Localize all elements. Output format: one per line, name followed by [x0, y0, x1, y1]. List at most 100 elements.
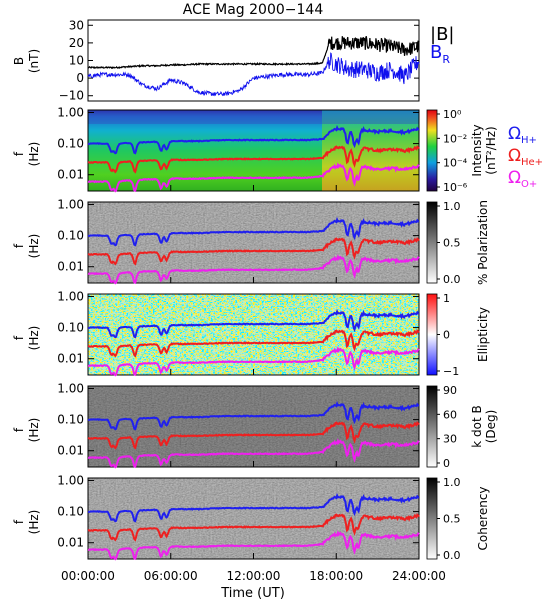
gyro-legend-entry: ΩHe+: [508, 146, 543, 168]
colorbar-coherency: [426, 477, 438, 560]
He-plus-gyrofrequency-line: [87, 236, 420, 266]
freq-tick-label: 0.10: [57, 505, 84, 519]
colorbar-tick-label: 0: [443, 329, 450, 342]
legend-B-R: BR: [430, 42, 450, 66]
field-ylabel-units: (nT): [27, 49, 41, 73]
colorbar-label-units: (Deg): [484, 410, 498, 444]
colorbar-tick-label: −1: [443, 365, 459, 378]
H-plus-gyrofrequency-line: [87, 216, 420, 247]
gyro-legend-entry: ΩH+: [508, 124, 537, 146]
gyro-legend-entry: ΩO+: [508, 168, 537, 190]
freq-ylabel: f: [12, 243, 26, 248]
colorbar-tick-label: 1: [443, 292, 450, 305]
freq-ylabel: f: [12, 335, 26, 340]
colorbar-tick-label: 10⁻²: [443, 132, 467, 145]
field-tick-label: 10: [69, 54, 84, 68]
colorbar-tick-label: 0.5: [443, 237, 461, 250]
freq-tick-label: 0.10: [57, 229, 84, 243]
H-plus-gyrofrequency-line: [87, 308, 420, 339]
colorbar-tick-label: 0: [443, 457, 450, 470]
freq-tick-label: 1.00: [57, 289, 84, 303]
colorbar-polarization: [426, 201, 438, 284]
colorbar-tick-label: 10⁻⁶: [443, 181, 468, 194]
legend-B-R-sub: R: [442, 53, 450, 66]
B-R-series-line: [87, 52, 420, 97]
freq-ylabel-units: (Hz): [27, 234, 41, 259]
freq-tick-label: 0.10: [57, 321, 84, 335]
H-plus-gyrofrequency-line: [87, 400, 420, 431]
field-panel: B (nT) 30 20 10 0 −10 |B| BR: [12, 18, 454, 102]
colorbar-tick-label: 1.0: [443, 200, 461, 213]
gyrofrequency-legend: ΩH+ΩHe+ΩO+: [508, 124, 543, 190]
freq-ylabel-units: (Hz): [27, 326, 41, 351]
colorbar-label: % Polarization: [476, 200, 490, 285]
freq-tick-label: 1.00: [57, 473, 84, 487]
field-tick-label: 20: [69, 36, 84, 50]
colorbar-kdotb: [426, 385, 438, 468]
colorbar-label: Coherency: [476, 486, 490, 550]
colorbar-tick-label: 0.0: [443, 549, 461, 562]
freq-ylabel: f: [12, 519, 26, 524]
field-panel-frame: [87, 19, 420, 102]
x-tick-label: 24:00:00: [392, 569, 446, 583]
colorbar-label: k dot B: [470, 405, 484, 447]
freq-ylabel-units: (Hz): [27, 510, 41, 535]
freq-tick-label: 1.00: [57, 381, 84, 395]
x-axis-label: Time (UT): [220, 586, 285, 600]
field-lines: [87, 35, 420, 97]
colorbar-tick-label: 1.0: [443, 476, 461, 489]
field-tick-label: 0: [76, 71, 84, 85]
colorbar-ellipticity: [426, 293, 438, 376]
x-tick-label: 12:00:00: [227, 569, 281, 583]
freq-ylabel-units: (Hz): [27, 142, 41, 167]
freq-tick-label: 1.00: [57, 105, 84, 119]
O-plus-gyrofrequency-line: [87, 346, 420, 377]
x-axis: 00:00:00 06:00:00 12:00:00 18:00:00 24:00:00: [61, 569, 446, 583]
O-plus-gyrofrequency-line: [87, 438, 420, 469]
H-plus-gyrofrequency-line: [87, 124, 420, 155]
frequency-axes: f (Hz)1.000.100.01f (Hz)1.000.100.01f (Hz)1…: [12, 105, 420, 560]
He-plus-gyrofrequency-line: [87, 328, 420, 358]
gyrofrequency-lines: [87, 124, 420, 561]
colorbar-tick-label: 30: [443, 433, 457, 446]
colorbar-label: Intensity: [470, 124, 484, 176]
colorbar-tick-label: 10⁰: [443, 108, 462, 121]
freq-tick-label: 0.01: [57, 536, 84, 550]
freq-tick-label: 1.00: [57, 197, 84, 211]
O-plus-gyrofrequency-line: [87, 530, 420, 561]
He-plus-gyrofrequency-line: [87, 512, 420, 542]
legend-B-total: |B|: [430, 24, 454, 45]
colorbar-label: Ellipticity: [476, 307, 490, 362]
He-plus-gyrofrequency-line: [87, 420, 420, 450]
colorbar-label-units: (nT²/Hz): [484, 126, 498, 174]
O-plus-gyrofrequency-line: [87, 162, 420, 193]
freq-tick-label: 0.10: [57, 413, 84, 427]
freq-ylabel-units: (Hz): [27, 418, 41, 443]
H-plus-gyrofrequency-line: [87, 492, 420, 523]
freq-tick-label: 0.01: [57, 168, 84, 182]
colorbar-tick-label: 0.0: [443, 273, 461, 286]
freq-tick-label: 0.01: [57, 260, 84, 274]
x-tick-label: 06:00:00: [144, 569, 198, 583]
x-tick-label: 18:00:00: [309, 569, 363, 583]
B-total-series-line: [87, 35, 420, 70]
colorbar-intensity: [426, 109, 438, 192]
O-plus-gyrofrequency-line: [87, 254, 420, 285]
freq-tick-label: 0.01: [57, 352, 84, 366]
colorbar-tick-label: 60: [443, 408, 457, 421]
x-tick-label: 00:00:00: [61, 569, 115, 583]
colorbar-tick-label: 90: [443, 384, 457, 397]
field-tick-label: 30: [69, 18, 84, 32]
field-y-ticks: 30 20 10 0 −10: [59, 18, 419, 103]
field-tick-label: −10: [59, 89, 84, 103]
freq-ylabel: f: [12, 151, 26, 156]
chart-title: ACE Mag 2000−144: [183, 2, 324, 18]
field-ylabel: B: [12, 57, 26, 65]
He-plus-gyrofrequency-line: [87, 144, 420, 174]
colorbar-tick-label: 10⁻⁴: [443, 157, 468, 170]
freq-tick-label: 0.01: [57, 444, 84, 458]
colorbar-tick-label: 0.5: [443, 513, 461, 526]
freq-ylabel: f: [12, 427, 26, 432]
